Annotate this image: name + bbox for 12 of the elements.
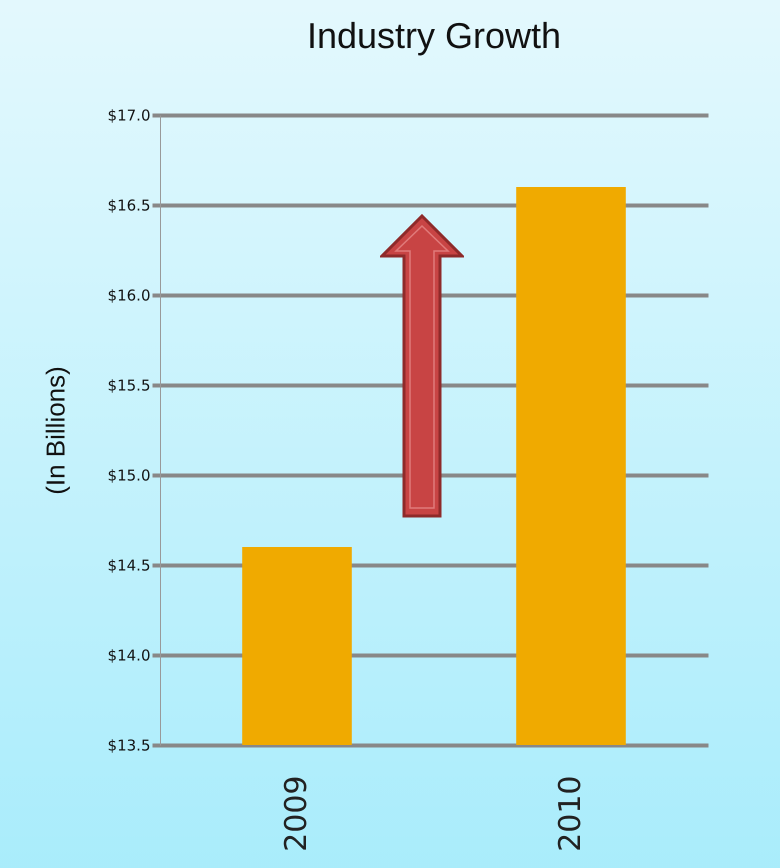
y-axis-title: (In Billions) [40,366,71,495]
y-tick-label: $15.5 [108,376,150,394]
y-tick-label: $14.5 [108,556,150,574]
y-tick-label: $13.5 [108,736,150,754]
x-tick-label: 2009 [279,776,314,852]
y-tick-label: $14.0 [108,646,150,664]
y-tick-label: $16.0 [108,286,150,304]
chart-title: Industry Growth [306,15,562,56]
y-tick-label: $16.5 [108,196,150,214]
x-tick-label: 2010 [553,776,588,852]
y-tick-label: $15.0 [108,466,150,484]
y-tick-label: $17.0 [108,106,150,124]
